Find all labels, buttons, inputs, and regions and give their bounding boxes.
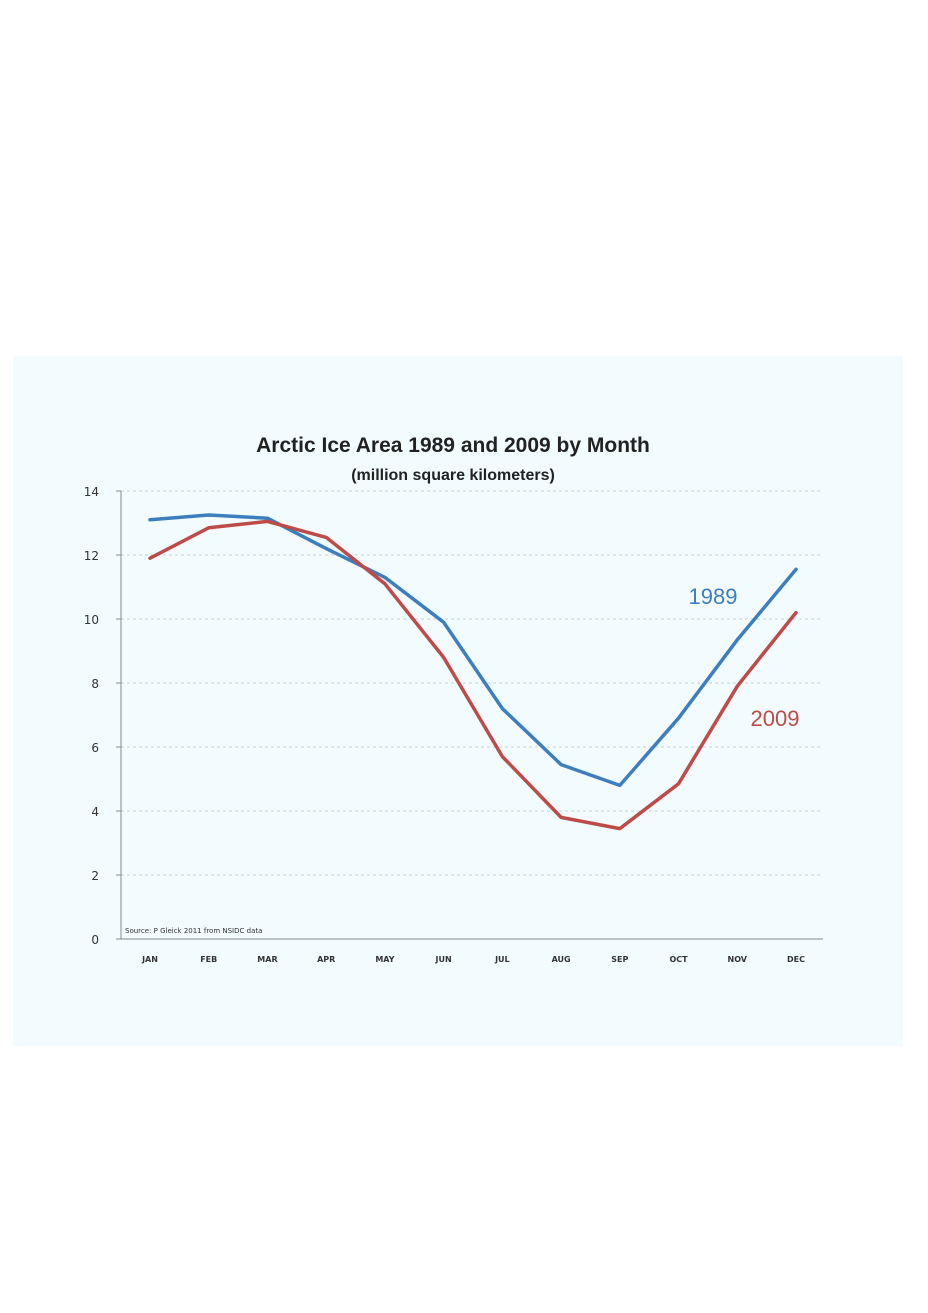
x-tick-labels: JAN FEB MAR APR MAY JUN JUL AUG SEP OCT NOV DEC	[141, 955, 805, 964]
x-tick-label: DEC	[787, 955, 805, 964]
series-lines: 1989 2009	[148, 513, 800, 831]
line-chart: Arctic Ice Area 1989 and 2009 by Month (…	[84, 434, 823, 964]
chart-title: Arctic Ice Area 1989 and 2009 by Month	[256, 434, 650, 457]
y-tick-label: 12	[84, 549, 99, 563]
axes	[120, 491, 823, 940]
x-tick-label: APR	[317, 955, 335, 964]
y-tick-label: 8	[91, 677, 99, 691]
series-label-1989: 1989	[689, 584, 738, 609]
chart-subtitle: (million square kilometers)	[351, 467, 555, 484]
series-label-2009: 2009	[751, 706, 800, 731]
y-tick-label: 4	[91, 805, 99, 819]
source-note: Source: P Gleick 2011 from NSIDC data	[125, 927, 262, 935]
grid-lines	[116, 490, 823, 940]
y-tick-label: 10	[84, 613, 99, 627]
x-tick-label: JUL	[494, 955, 510, 964]
y-tick-label: 14	[84, 485, 99, 499]
y-tick-label: 0	[91, 933, 99, 947]
x-tick-label: SEP	[611, 955, 628, 964]
x-tick-label: JUN	[435, 955, 452, 964]
chart-panel: Arctic Ice Area 1989 and 2009 by Month (…	[13, 356, 903, 1046]
x-tick-label: AUG	[552, 955, 571, 964]
x-tick-label: MAR	[257, 955, 277, 964]
y-tick-label: 6	[91, 741, 99, 755]
x-tick-label: FEB	[200, 955, 217, 964]
x-tick-label: MAY	[375, 955, 394, 964]
x-tick-label: NOV	[728, 955, 748, 964]
y-tick-label: 2	[91, 869, 99, 883]
y-tick-labels: 0 2 4 6 8 10 12 14	[84, 485, 99, 947]
series-line-2009	[148, 519, 798, 831]
x-tick-label: OCT	[669, 955, 688, 964]
x-tick-label: JAN	[141, 955, 158, 964]
series-line-1989	[148, 513, 798, 788]
